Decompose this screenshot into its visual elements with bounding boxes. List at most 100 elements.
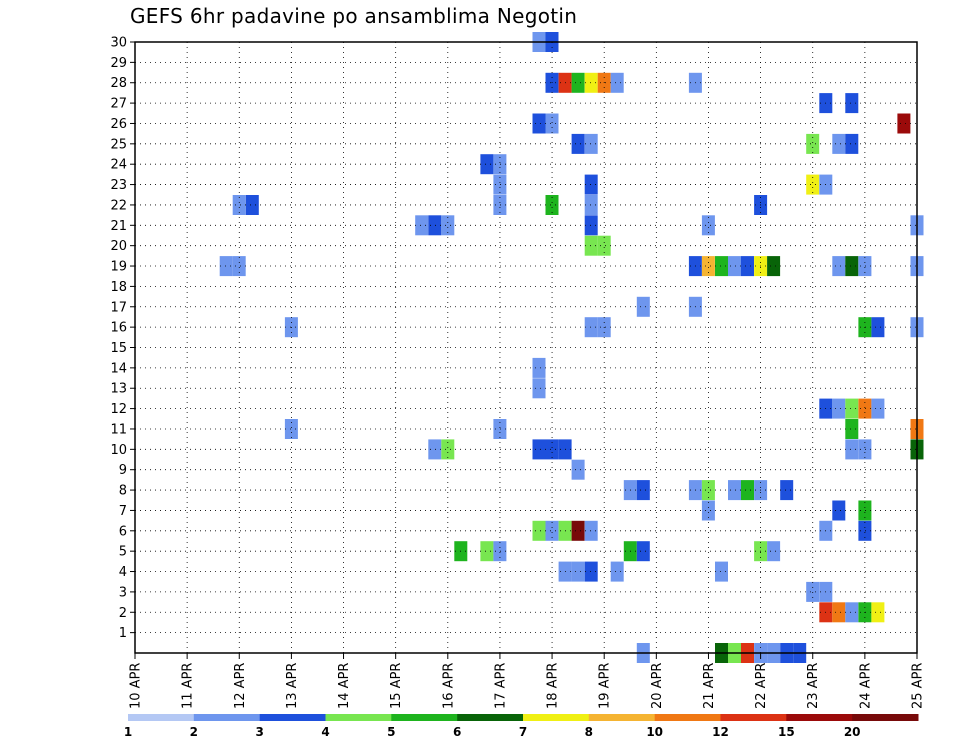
y-tick-label: 20 bbox=[110, 239, 127, 254]
legend-swatch bbox=[193, 714, 261, 721]
heatmap-cell bbox=[845, 602, 859, 623]
legend-label: 2 bbox=[190, 725, 198, 739]
heatmap-cell bbox=[832, 133, 846, 154]
y-tick-label: 14 bbox=[110, 361, 127, 376]
x-tick-label: 12 APR bbox=[233, 663, 248, 709]
heatmap-cell bbox=[545, 520, 559, 541]
heatmap-cell bbox=[845, 398, 859, 419]
legend-label: 15 bbox=[778, 725, 795, 739]
heatmap-cell bbox=[232, 195, 246, 215]
y-tick-label: 15 bbox=[110, 341, 127, 356]
x-tick-label: 10 APR bbox=[129, 663, 144, 709]
y-tick-label: 25 bbox=[110, 137, 127, 152]
y-tick-label: 30 bbox=[110, 36, 127, 51]
legend-label: 4 bbox=[321, 725, 329, 739]
x-tick-label: 25 APR bbox=[911, 663, 926, 709]
heatmap-cell bbox=[845, 256, 859, 277]
heatmap-cell bbox=[545, 195, 559, 215]
y-tick-label: 28 bbox=[110, 76, 127, 91]
legend-label: 5 bbox=[387, 725, 395, 739]
heatmap-cell bbox=[701, 256, 715, 277]
legend-swatch bbox=[128, 714, 195, 721]
heatmap-cell bbox=[871, 317, 885, 338]
heatmap-cell bbox=[480, 541, 494, 562]
heatmap-cell bbox=[493, 154, 507, 175]
legend-label: 1 bbox=[124, 725, 132, 739]
legend-label: 20 bbox=[844, 725, 861, 739]
heatmap-cell bbox=[858, 500, 872, 521]
heatmap-cell bbox=[493, 419, 507, 439]
heatmap-cell bbox=[858, 520, 872, 541]
y-tick-label: 27 bbox=[110, 97, 127, 112]
heatmap-cell bbox=[441, 215, 455, 236]
legend-label: 3 bbox=[255, 725, 263, 739]
heatmap-cell bbox=[858, 256, 872, 277]
y-tick-label: 21 bbox=[110, 219, 127, 234]
heatmap-cell bbox=[584, 195, 598, 215]
heatmap-cell bbox=[597, 235, 611, 256]
heatmap-cell bbox=[232, 256, 246, 277]
legend-swatch bbox=[654, 714, 721, 721]
heatmap-cell bbox=[871, 602, 885, 623]
y-tick-label: 18 bbox=[110, 280, 127, 295]
x-tick-label: 15 APR bbox=[389, 663, 404, 709]
x-tick-label: 17 APR bbox=[493, 663, 508, 709]
heatmap-cell bbox=[832, 602, 846, 623]
heatmap-cell bbox=[636, 296, 650, 317]
legend-label: 8 bbox=[585, 725, 593, 739]
heatmap-cell bbox=[845, 439, 859, 460]
y-tick-label: 16 bbox=[110, 321, 127, 336]
heatmap-cell bbox=[636, 480, 650, 501]
heatmap-cell bbox=[701, 215, 715, 236]
heatmap-cell bbox=[780, 480, 794, 501]
y-tick-label: 9 bbox=[119, 463, 127, 478]
heatmap-cell bbox=[493, 541, 507, 562]
heatmap-cell bbox=[571, 561, 585, 582]
heatmap-cell bbox=[545, 439, 559, 460]
y-tick-label: 13 bbox=[110, 382, 127, 397]
heatmap-cell bbox=[584, 72, 598, 93]
heatmap-cell bbox=[610, 561, 624, 582]
x-tick-label: 14 APR bbox=[337, 663, 352, 709]
x-tick-label: 22 APR bbox=[754, 663, 769, 709]
heatmap-cell bbox=[767, 541, 781, 562]
heatmap-cell bbox=[532, 439, 546, 460]
x-tick-label: 19 APR bbox=[598, 663, 613, 709]
heatmap-cell bbox=[858, 398, 872, 419]
heatmap-cell bbox=[532, 357, 546, 378]
heatmap-cell bbox=[897, 113, 911, 134]
heatmap-cell bbox=[584, 317, 598, 338]
heatmap-cell bbox=[571, 520, 585, 541]
heatmap-cell bbox=[767, 256, 781, 277]
y-tick-label: 5 bbox=[119, 545, 127, 560]
heatmap-cell bbox=[545, 113, 559, 134]
x-tick-label: 23 APR bbox=[806, 663, 821, 709]
heatmap-cell bbox=[480, 154, 494, 175]
heatmap-cell bbox=[571, 133, 585, 154]
heatmap-cell bbox=[715, 256, 728, 277]
heatmap-cell bbox=[832, 256, 846, 277]
legend-swatch bbox=[325, 714, 392, 721]
x-tick-label: 18 APR bbox=[546, 663, 561, 709]
y-tick-label: 7 bbox=[119, 504, 127, 519]
heatmap-cell bbox=[428, 215, 442, 236]
heatmap-cell bbox=[806, 174, 820, 195]
heatmap-cell bbox=[584, 174, 598, 195]
y-tick-label: 29 bbox=[110, 56, 127, 71]
heatmap-cell bbox=[245, 195, 259, 215]
y-tick-label: 11 bbox=[110, 422, 127, 437]
heatmap-cell bbox=[701, 500, 715, 521]
y-tick-label: 26 bbox=[110, 117, 127, 132]
heatmap-cell bbox=[532, 520, 546, 541]
legend-swatch bbox=[852, 714, 919, 721]
heatmap-cell bbox=[845, 93, 859, 114]
heatmap-cell bbox=[715, 561, 728, 582]
x-tick-label: 24 APR bbox=[858, 663, 873, 709]
heatmap-cell bbox=[584, 215, 598, 236]
heatmap-cell bbox=[493, 174, 507, 195]
heatmap-cell bbox=[415, 215, 429, 236]
y-tick-label: 12 bbox=[110, 402, 127, 417]
heatmap-cell bbox=[858, 439, 872, 460]
heatmap-cell bbox=[610, 72, 624, 93]
